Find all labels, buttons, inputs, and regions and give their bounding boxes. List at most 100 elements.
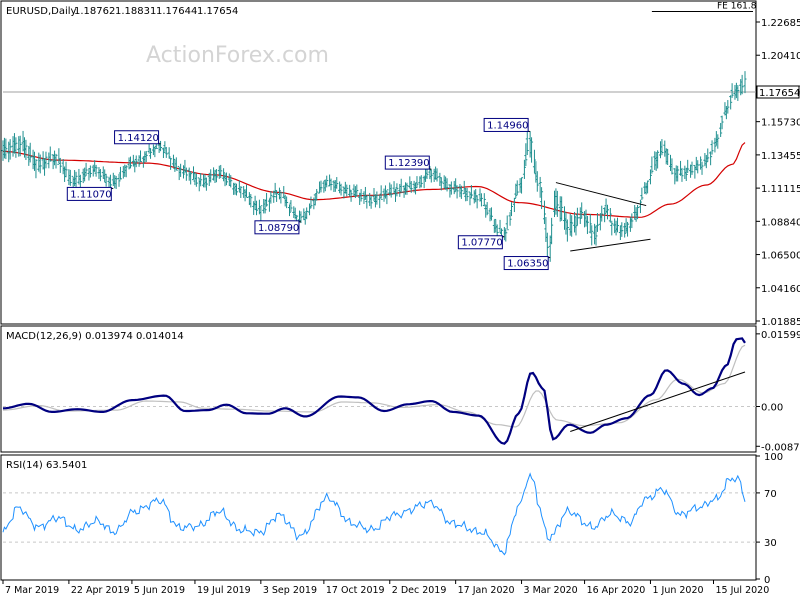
swing-labels: 1.14120 1.11070 1.08790 1.12390 1.07770 1.149… <box>66 117 551 271</box>
date-tick-label: 17 Jan 2020 <box>458 585 515 596</box>
price-bar <box>128 156 132 169</box>
swing-label: 1.14120 <box>114 130 161 145</box>
macd-tick-label: 0.00 <box>761 402 783 413</box>
macd-signal-line <box>2 344 746 428</box>
price-bar <box>285 196 289 209</box>
macd-header: MACD(12,26,9) 0.013974 0.014014 <box>6 331 184 342</box>
price-bar <box>709 151 713 166</box>
price-bar <box>239 186 243 198</box>
price-bar <box>623 222 627 238</box>
price-bar <box>379 185 383 200</box>
price-bar <box>389 184 393 198</box>
price-bar <box>369 195 373 209</box>
price-bar <box>395 183 399 197</box>
price-bar <box>164 146 168 158</box>
price-bar <box>510 202 514 217</box>
swing-label: 1.06350 <box>503 256 551 271</box>
price-bar <box>118 166 122 180</box>
rsi-panel-frame <box>0 454 757 581</box>
date-tick-label: 17 Oct 2019 <box>326 585 385 596</box>
price-bar <box>375 191 379 205</box>
price-bar <box>319 180 323 193</box>
price-bar <box>149 148 153 159</box>
price-bar <box>219 164 223 179</box>
price-bar <box>475 195 479 209</box>
price-bar <box>74 171 78 188</box>
price-bar <box>399 178 403 193</box>
price-bar <box>68 169 72 186</box>
price-bar <box>429 169 433 183</box>
svg-text:1.08790: 1.08790 <box>258 223 299 234</box>
price-bar <box>209 169 213 183</box>
price-bar <box>720 115 724 130</box>
date-axis: 7 Mar 2019 22 Apr 2019 5 Jun 2019 19 Jul 20… <box>2 580 769 596</box>
swing-label: 1.07770 <box>457 235 505 250</box>
price-bar <box>504 228 508 242</box>
price-bar <box>485 202 489 216</box>
price-bar <box>245 184 249 198</box>
price-bar <box>174 157 178 171</box>
price-bar <box>565 219 569 242</box>
price-bar <box>144 150 148 162</box>
price-bar <box>204 177 208 191</box>
macd-axis: 0.015991 0.00 -0.00876 <box>3 330 800 453</box>
price-bar <box>530 137 534 163</box>
price-bar <box>648 169 652 185</box>
price-bar <box>189 171 193 185</box>
price-tick-label: 1.01885 <box>761 317 800 328</box>
price-bar <box>249 194 253 208</box>
price-header-symbol: EURUSD,Daily <box>6 6 77 17</box>
price-tick-label: 1.11115 <box>761 184 800 195</box>
price-bar <box>299 211 303 224</box>
price-bar <box>646 180 650 194</box>
price-bar <box>445 178 449 192</box>
price-bar <box>465 187 469 202</box>
price-bar <box>24 139 28 160</box>
date-tick-label: 3 Mar 2020 <box>524 585 578 596</box>
macd-tick-label: -0.00876 <box>761 442 800 453</box>
price-bar <box>224 172 228 186</box>
price-bar <box>626 221 630 237</box>
price-bar <box>263 199 267 214</box>
price-bar <box>114 175 118 189</box>
price-bar <box>309 196 313 209</box>
price-bar <box>34 159 38 179</box>
price-bars <box>1 71 747 262</box>
price-bar <box>194 173 198 187</box>
price-tick-label: 1.04160 <box>761 284 800 295</box>
price-bar <box>514 183 518 199</box>
rsi-header: RSI(14) 63.5401 <box>6 460 87 471</box>
rsi-tick-label: 100 <box>764 452 783 463</box>
price-bar <box>710 140 714 155</box>
date-tick-label: 7 Mar 2019 <box>5 585 59 596</box>
price-axis: 1.226851.204101.180701.157301.134551.111… <box>756 18 800 328</box>
macd-tick-label: 0.015991 <box>761 330 800 341</box>
price-bar <box>489 207 493 221</box>
price-bar <box>610 220 614 236</box>
swing-label: 1.08790 <box>254 220 301 235</box>
price-bar <box>184 167 188 181</box>
price-bar <box>605 204 609 220</box>
macd-lines <box>2 337 746 445</box>
price-bar <box>660 139 664 156</box>
price-bar <box>435 168 439 182</box>
price-bar <box>257 199 261 215</box>
price-bar <box>520 177 524 194</box>
price-bar <box>469 185 473 199</box>
price-bar <box>729 95 733 110</box>
price-bar <box>540 187 544 210</box>
fe-161-8-level: FE 161.8 <box>651 2 757 13</box>
price-bar <box>269 191 273 204</box>
current-price-marker: 1.17654 <box>3 85 800 99</box>
date-tick-label: 19 Jul 2019 <box>197 585 251 596</box>
price-bar <box>686 159 690 175</box>
price-bar <box>222 168 226 182</box>
price-bar <box>272 190 276 203</box>
price-bar <box>88 165 92 178</box>
price-bar <box>696 160 700 174</box>
price-bar <box>38 154 42 174</box>
price-bar <box>560 196 564 221</box>
price-bar <box>199 173 203 187</box>
price-bar <box>524 143 528 167</box>
